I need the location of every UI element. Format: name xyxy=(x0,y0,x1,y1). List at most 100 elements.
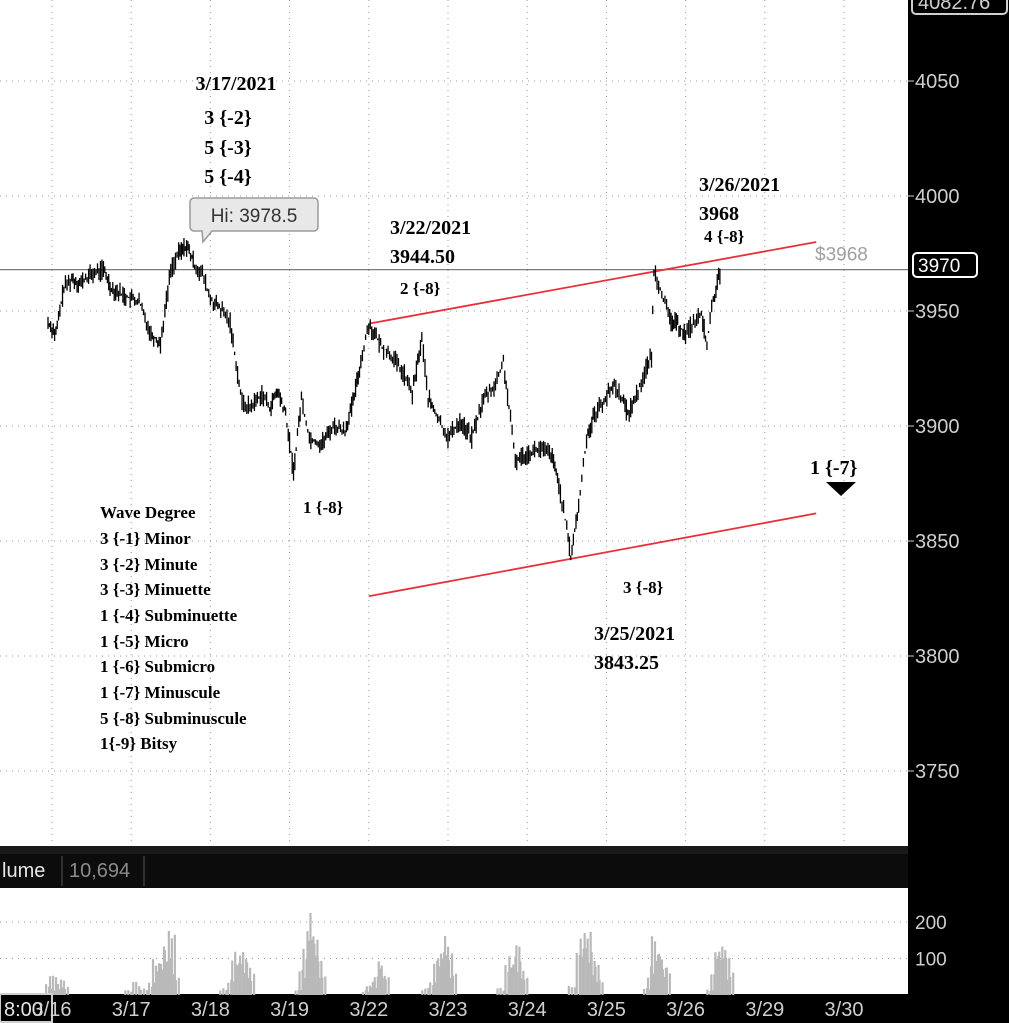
price-tick-label: 4000 xyxy=(915,186,960,208)
volume-bar xyxy=(48,976,52,995)
volume-bar xyxy=(170,938,173,995)
price-tick-label: 3900 xyxy=(915,416,960,438)
volume-bar xyxy=(654,960,658,995)
volume-bar xyxy=(706,989,709,995)
volume-bar xyxy=(433,963,436,995)
volume-bars xyxy=(45,912,735,995)
volume-bar xyxy=(421,990,424,995)
annotation-3-22-price: 3944.50 xyxy=(390,246,455,268)
volume-bar xyxy=(219,990,222,995)
wave-degree-legend: Wave Degree 3 {-1} Minor 3 {-2} Minute 3… xyxy=(100,503,247,753)
volume-header xyxy=(0,854,908,888)
volume-bar xyxy=(601,982,604,995)
volume-bar xyxy=(450,953,454,995)
annotation-3-26-price: 3968 xyxy=(699,203,739,225)
volume-bar xyxy=(447,960,451,995)
time-axis-labels: 3/16 3/17 3/18 3/19 3/22 3/23 3/24 3/25 3/26 3/29… xyxy=(33,999,864,1021)
time-tick-label: 3/19 xyxy=(270,999,309,1021)
volume-bar xyxy=(130,991,133,995)
trendline xyxy=(368,512,817,598)
volume-bar xyxy=(662,976,665,995)
volume-bar xyxy=(526,977,529,995)
volume-bar xyxy=(714,952,717,995)
volume-bar xyxy=(227,982,230,995)
annotation-3-17-wave-1: 3 {-2} xyxy=(204,107,252,129)
volume-value: 10,694 xyxy=(69,860,130,882)
legend-title: Wave Degree xyxy=(100,503,196,522)
volume-bar xyxy=(650,936,654,995)
time-tick-label: 3/26 xyxy=(666,999,705,1021)
volume-tick-label: 100 xyxy=(915,950,947,971)
volume-bar xyxy=(429,982,432,995)
price-tick-label: 3950 xyxy=(915,301,960,323)
annotation-3-25-price: 3843.25 xyxy=(594,652,659,674)
hi-callout-label: Hi: 3978.5 xyxy=(211,206,298,227)
volume-bar xyxy=(310,939,313,995)
trendline xyxy=(368,241,817,325)
volume-bar xyxy=(519,961,522,995)
volume-bar xyxy=(127,990,130,995)
legend-item: 5 {-8} Subminuscule xyxy=(100,709,247,728)
legend-item: 1{-9} Bitsy xyxy=(100,734,178,753)
volume-bar xyxy=(231,960,234,995)
volume-bar xyxy=(167,931,170,995)
volume-bar xyxy=(45,984,48,995)
legend-item: 1 {-4} Subminuette xyxy=(100,606,238,625)
price-axis-ticks: 4050 4000 3950 3900 3850 3800 3750 xyxy=(908,71,960,783)
time-tick-label: 3/16 xyxy=(33,999,72,1021)
volume-bar xyxy=(222,988,225,995)
volume-bar xyxy=(658,956,661,995)
price-tick-label: 3850 xyxy=(915,531,960,553)
volume-bar xyxy=(132,981,135,995)
volume-bar xyxy=(587,962,590,995)
volume-bar xyxy=(225,990,228,995)
volume-bar xyxy=(51,975,55,995)
volume-bar xyxy=(361,991,364,995)
time-axis xyxy=(0,994,908,1023)
volume-bar xyxy=(171,974,174,995)
volume-bar xyxy=(377,961,380,995)
volume-bar xyxy=(642,988,646,995)
volume-bar xyxy=(454,973,458,995)
volume-grid xyxy=(0,921,908,959)
volume-bar xyxy=(502,990,505,995)
volume-bar xyxy=(155,971,159,995)
annotation-3-29-wave: 1 {-7} xyxy=(810,457,858,479)
legend-item: 3 {-1} Minor xyxy=(100,529,191,548)
volume-bar xyxy=(174,980,177,995)
volume-bar xyxy=(597,964,600,995)
volume-bar xyxy=(512,964,515,995)
volume-bar xyxy=(62,980,66,995)
volume-bar xyxy=(665,967,668,995)
volume-bar xyxy=(444,955,448,995)
volume-bar xyxy=(159,963,163,995)
annotation-3-22-wave: 2 {-8} xyxy=(400,279,441,298)
hi-callout: Hi: 3978.5 xyxy=(189,197,319,244)
time-tick-label: 3/18 xyxy=(191,999,230,1021)
legend-item: 1 {-7} Minuscule xyxy=(100,683,221,702)
volume-bar xyxy=(147,982,151,995)
down-arrow-marker xyxy=(826,482,856,496)
volume-bar xyxy=(173,934,176,995)
time-tick-label: 3/25 xyxy=(587,999,626,1021)
volume-bar xyxy=(146,990,149,995)
volume-bar xyxy=(575,952,578,995)
annotation-3-22-date: 3/22/2021 xyxy=(390,217,471,239)
volume-bar xyxy=(567,985,570,995)
volume-bar xyxy=(59,979,63,995)
ghost-price-label: $3968 xyxy=(815,245,868,266)
volume-bar xyxy=(321,977,324,995)
price-axis xyxy=(908,0,1009,1023)
volume-bar xyxy=(298,971,301,995)
volume-bar xyxy=(365,986,368,995)
volume-bar xyxy=(314,955,317,995)
volume-bar xyxy=(710,974,713,995)
volume-bar xyxy=(451,975,455,995)
time-tick-label: 3/23 xyxy=(429,999,468,1021)
hi-callout-bubble xyxy=(189,197,319,244)
volume-bar xyxy=(52,990,56,995)
volume-bar xyxy=(138,986,141,995)
volume-bar xyxy=(515,945,518,995)
volume-bar xyxy=(424,988,427,995)
volume-bar xyxy=(151,959,155,995)
